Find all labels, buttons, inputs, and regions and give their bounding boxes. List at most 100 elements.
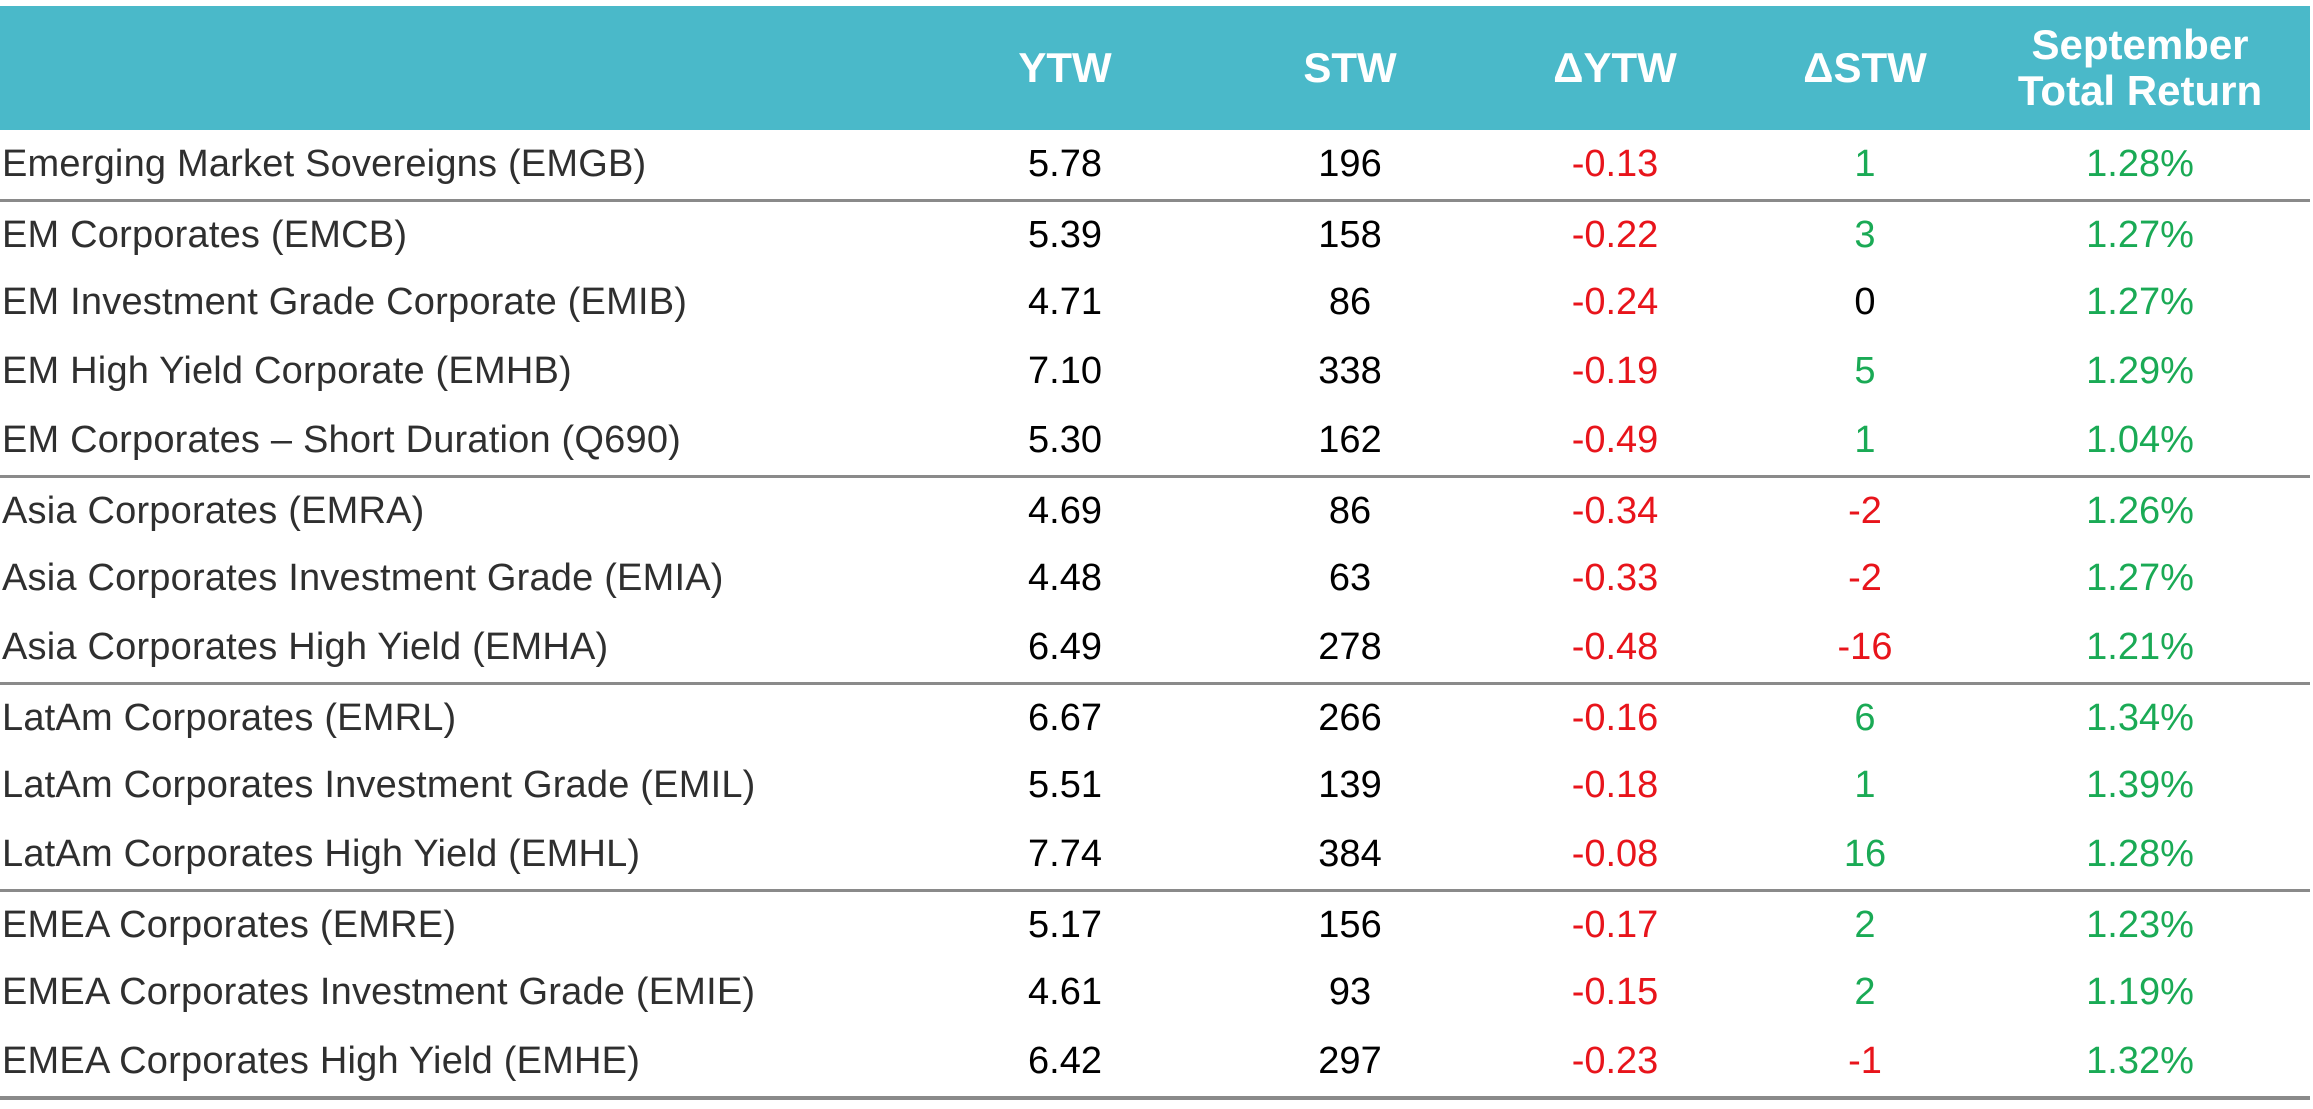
row-name: LatAm Corporates (EMRL) [2,696,457,739]
row-total-return: 1.28% [2086,833,2194,875]
row-stw: 86 [1328,281,1372,323]
row-delta-stw: 1 [1854,764,1876,806]
row-delta-stw: -2 [1848,489,1882,532]
row-total-return: 1.39% [2086,764,2194,806]
row-delta-ytw: -0.19 [1571,350,1659,392]
row-ytw: 4.61 [1028,971,1102,1013]
row-delta-ytw: -0.15 [1571,971,1659,1013]
row-delta-ytw: -0.17 [1571,903,1659,946]
row-ytw: 7.10 [1028,350,1102,392]
row-delta-stw: -2 [1848,557,1882,599]
table-row: LatAm Corporates (EMRL) 6.67 266 -0.16 6 1.34… [0,682,2310,751]
row-ytw: 6.42 [1028,1040,1102,1082]
row-name: EM Corporates (EMCB) [2,213,408,256]
header-stw: STW [1303,44,1397,91]
row-total-return: 1.26% [2086,489,2194,532]
table-row: Emerging Market Sovereigns (EMGB) 5.78 196… [0,130,2310,199]
row-delta-ytw: -0.23 [1571,1040,1659,1082]
row-stw: 338 [1318,350,1382,392]
row-delta-ytw: -0.18 [1571,764,1659,806]
row-delta-stw: 16 [1843,833,1887,875]
row-delta-ytw: -0.08 [1571,833,1659,875]
row-stw: 156 [1318,903,1382,946]
table-row: LatAm Corporates High Yield (EMHL) 7.74 38… [0,820,2310,889]
row-delta-ytw: -0.13 [1571,143,1659,185]
row-ytw: 4.69 [1028,489,1102,532]
row-name: EMEA Corporates (EMRE) [2,903,457,946]
row-total-return: 1.34% [2086,696,2194,739]
row-stw: 162 [1318,419,1382,461]
row-delta-stw: 2 [1854,971,1876,1013]
row-delta-stw: 1 [1854,143,1876,185]
table-row: EMEA Corporates (EMRE) 5.17 156 -0.17 2 1.23% [0,889,2310,958]
row-delta-stw: 1 [1854,419,1876,461]
row-ytw: 7.74 [1028,833,1102,875]
table-row: EM Investment Grade Corporate (EMIB) 4.71… [0,268,2310,337]
row-delta-ytw: -0.34 [1571,489,1659,532]
row-delta-stw: 6 [1854,696,1876,739]
table-header: YTW STW ΔYTW ΔSTW September Total Return [0,6,2310,130]
row-ytw: 6.67 [1028,696,1102,739]
row-name: Emerging Market Sovereigns (EMGB) [2,143,647,185]
row-total-return: 1.23% [2086,903,2194,946]
row-delta-stw: 0 [1854,281,1876,323]
table-row: LatAm Corporates Investment Grade (EMIL)… [0,751,2310,820]
header-ytw: YTW [1018,44,1112,91]
row-total-return: 1.04% [2086,419,2194,461]
row-ytw: 4.71 [1028,281,1102,323]
row-total-return: 1.27% [2086,213,2194,256]
row-stw: 384 [1318,833,1382,875]
row-stw: 297 [1318,1040,1382,1082]
row-name: Asia Corporates (EMRA) [2,489,425,532]
table-row: Asia Corporates High Yield (EMHA) 6.49 278… [0,613,2310,682]
table-row: EMEA Corporates High Yield (EMHE) 6.42 297… [0,1027,2310,1100]
row-delta-stw: -16 [1837,626,1893,668]
index-table: YTW STW ΔYTW ΔSTW September Total Return… [0,6,2310,1100]
row-ytw: 5.30 [1028,419,1102,461]
row-stw: 158 [1318,213,1382,256]
row-delta-ytw: -0.16 [1571,696,1659,739]
table-row: EMEA Corporates Investment Grade (EMIE) 4… [0,958,2310,1027]
table-row: EM High Yield Corporate (EMHB) 7.10 338 -0.… [0,337,2310,406]
row-name: EMEA Corporates Investment Grade (EMIE) [2,971,756,1013]
row-delta-stw: -1 [1848,1040,1882,1082]
row-delta-ytw: -0.22 [1571,213,1659,256]
row-stw: 86 [1328,489,1372,532]
row-total-return: 1.27% [2086,557,2194,599]
row-name: Asia Corporates Investment Grade (EMIA) [2,557,724,599]
row-delta-ytw: -0.24 [1571,281,1659,323]
row-stw: 278 [1318,626,1382,668]
row-delta-ytw: -0.48 [1571,626,1659,668]
row-ytw: 6.49 [1028,626,1102,668]
row-name: LatAm Corporates Investment Grade (EMIL) [2,764,756,806]
row-name: EMEA Corporates High Yield (EMHE) [2,1040,641,1082]
row-ytw: 5.51 [1028,764,1102,806]
table-row: EM Corporates (EMCB) 5.39 158 -0.22 3 1.27% [0,199,2310,268]
row-name: EM High Yield Corporate (EMHB) [2,350,572,392]
row-ytw: 5.39 [1028,213,1102,256]
row-name: LatAm Corporates High Yield (EMHL) [2,833,641,875]
row-stw: 63 [1328,557,1372,599]
row-name: EM Investment Grade Corporate (EMIB) [2,281,688,323]
row-name: EM Corporates – Short Duration (Q690) [2,419,682,461]
table-row: Asia Corporates (EMRA) 4.69 86 -0.34 -2 1.26% [0,475,2310,544]
table-row: EM Corporates – Short Duration (Q690) 5.3… [0,406,2310,475]
row-ytw: 5.78 [1028,143,1102,185]
row-stw: 93 [1328,971,1372,1013]
header-delta-stw: ΔSTW [1803,44,1927,91]
header-total-return: September Total Return [2017,21,2263,114]
row-total-return: 1.32% [2086,1040,2194,1082]
row-total-return: 1.21% [2086,626,2194,668]
row-delta-ytw: -0.33 [1571,557,1659,599]
row-delta-stw: 3 [1854,213,1876,256]
row-delta-ytw: -0.49 [1571,419,1659,461]
row-total-return: 1.27% [2086,281,2194,323]
header-delta-ytw: ΔYTW [1553,44,1677,91]
row-ytw: 5.17 [1028,903,1102,946]
row-delta-stw: 5 [1854,350,1876,392]
row-total-return: 1.28% [2086,143,2194,185]
table-body: Emerging Market Sovereigns (EMGB) 5.78 196… [0,130,2310,1100]
row-ytw: 4.48 [1028,557,1102,599]
row-stw: 196 [1318,143,1382,185]
row-stw: 139 [1318,764,1382,806]
